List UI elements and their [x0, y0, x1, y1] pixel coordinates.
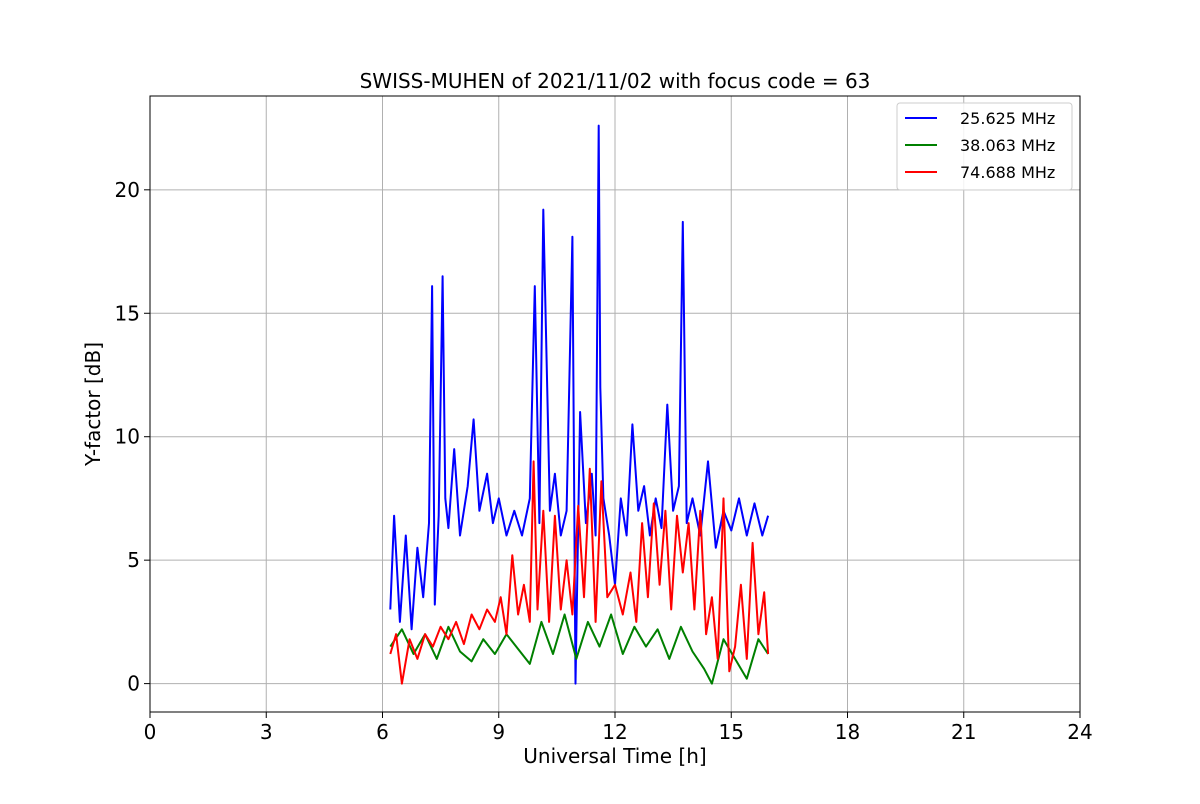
x-tick-label: 18 — [835, 720, 860, 744]
legend-label: 25.625 MHz — [960, 109, 1055, 128]
series-layer — [389, 124, 770, 685]
series-line-1 — [389, 124, 770, 685]
y-tick-label: 15 — [115, 301, 140, 325]
x-tick-label: 24 — [1067, 720, 1092, 744]
x-tick-label: 3 — [260, 720, 273, 744]
legend: 25.625 MHz 38.063 MHz 74.688 MHz — [896, 102, 1073, 191]
x-tick-label: 15 — [719, 720, 744, 744]
x-axis-label: Universal Time [h] — [523, 744, 706, 768]
legend-label: 38.063 MHz — [960, 136, 1055, 155]
series-line-3 — [389, 460, 770, 685]
y-axis-label: Y-factor [dB] — [81, 342, 105, 467]
chart-title: SWISS-MUHEN of 2021/11/02 with focus cod… — [360, 69, 871, 93]
x-tick-label: 0 — [144, 720, 157, 744]
y-tick-label: 5 — [127, 548, 140, 572]
x-tick-label: 12 — [602, 720, 627, 744]
y-tick-label: 10 — [115, 425, 140, 449]
y-tick-label: 0 — [127, 672, 140, 696]
legend-label: 74.688 MHz — [960, 163, 1055, 182]
x-tick-label: 21 — [951, 720, 976, 744]
series-line-2 — [389, 613, 769, 685]
x-tick-label: 6 — [376, 720, 389, 744]
tick-layer: 0 3 6 9 12 15 18 21 24 0 5 10 15 20 — [115, 178, 1093, 744]
y-tick-label: 20 — [115, 178, 140, 202]
legend-box — [896, 102, 1073, 191]
x-tick-label: 9 — [492, 720, 505, 744]
